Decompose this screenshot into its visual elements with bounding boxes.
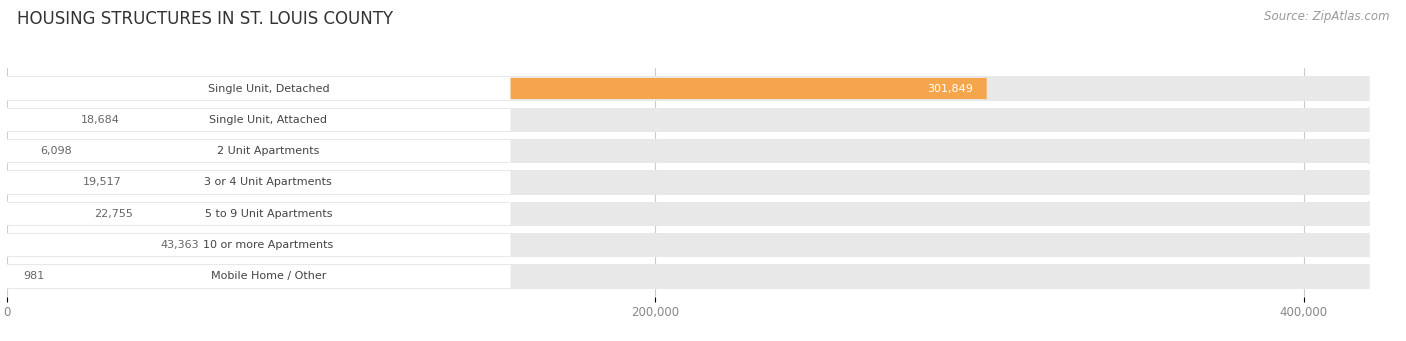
Text: Source: ZipAtlas.com: Source: ZipAtlas.com [1264, 10, 1389, 23]
FancyBboxPatch shape [7, 139, 1368, 163]
FancyBboxPatch shape [7, 140, 27, 162]
FancyBboxPatch shape [7, 108, 1368, 132]
FancyBboxPatch shape [7, 77, 509, 100]
FancyBboxPatch shape [7, 233, 1368, 257]
FancyBboxPatch shape [7, 265, 509, 287]
FancyBboxPatch shape [7, 109, 67, 131]
Text: Single Unit, Detached: Single Unit, Detached [208, 84, 329, 93]
Text: 22,755: 22,755 [94, 209, 132, 219]
Text: HOUSING STRUCTURES IN ST. LOUIS COUNTY: HOUSING STRUCTURES IN ST. LOUIS COUNTY [17, 10, 394, 28]
Text: 10 or more Apartments: 10 or more Apartments [204, 240, 333, 250]
Text: 3 or 4 Unit Apartments: 3 or 4 Unit Apartments [204, 177, 332, 188]
FancyBboxPatch shape [7, 203, 80, 224]
FancyBboxPatch shape [7, 264, 1368, 288]
FancyBboxPatch shape [7, 172, 70, 193]
FancyBboxPatch shape [7, 234, 148, 256]
FancyBboxPatch shape [7, 171, 509, 194]
FancyBboxPatch shape [7, 76, 1368, 101]
Text: 43,363: 43,363 [160, 240, 200, 250]
Text: 6,098: 6,098 [39, 146, 72, 156]
Text: Mobile Home / Other: Mobile Home / Other [211, 271, 326, 281]
Text: Single Unit, Attached: Single Unit, Attached [209, 115, 328, 125]
FancyBboxPatch shape [7, 266, 10, 287]
Text: 5 to 9 Unit Apartments: 5 to 9 Unit Apartments [205, 209, 332, 219]
Text: 981: 981 [22, 271, 45, 281]
Text: 19,517: 19,517 [83, 177, 122, 188]
Text: 18,684: 18,684 [80, 115, 120, 125]
FancyBboxPatch shape [7, 203, 509, 225]
Text: 301,849: 301,849 [927, 84, 973, 93]
FancyBboxPatch shape [7, 109, 509, 131]
FancyBboxPatch shape [7, 234, 509, 256]
FancyBboxPatch shape [7, 170, 1368, 195]
FancyBboxPatch shape [7, 202, 1368, 226]
FancyBboxPatch shape [7, 140, 509, 162]
Text: 2 Unit Apartments: 2 Unit Apartments [217, 146, 319, 156]
FancyBboxPatch shape [7, 78, 986, 99]
